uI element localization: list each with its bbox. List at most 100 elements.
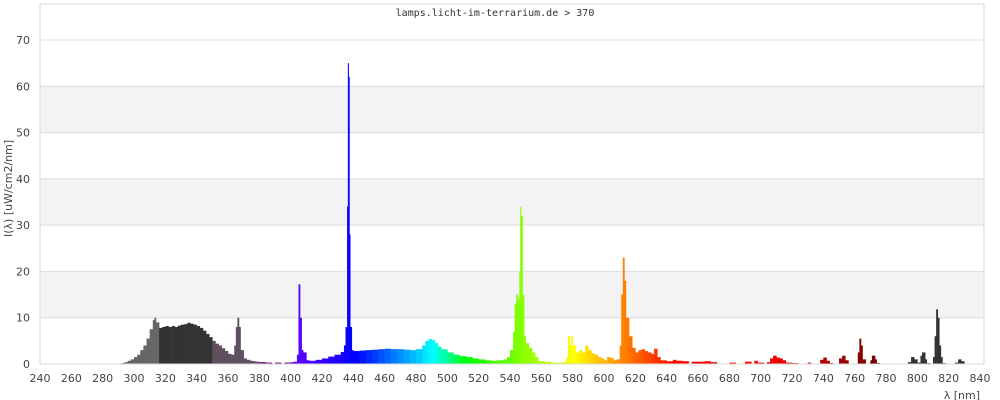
- spectrum-bar: [416, 349, 423, 364]
- spectrum-bar: [315, 359, 323, 364]
- spectrum-bar: [766, 362, 771, 364]
- spectrum-bar: [174, 326, 179, 364]
- spectrum-bar: [940, 357, 943, 364]
- spectrum-bar: [224, 351, 229, 364]
- spectrum-bar: [353, 351, 360, 364]
- spectrum-bar: [190, 323, 194, 364]
- spectrum-bar: [691, 361, 699, 364]
- spectrum-bar: [243, 358, 248, 364]
- spectrum-bar: [240, 350, 244, 364]
- spectrum-bar: [635, 352, 639, 364]
- spectrum-bar: [162, 326, 166, 364]
- spectrum-bar: [660, 360, 667, 364]
- spectrum-bar: [154, 317, 157, 364]
- spectrum-bar: [124, 362, 129, 364]
- x-tick-label: 240: [30, 372, 51, 385]
- spectrum-bar: [538, 361, 545, 364]
- spectrum-bar: [754, 360, 758, 364]
- spectrum-bar: [215, 343, 219, 364]
- spectrum-bar: [497, 360, 505, 364]
- spectrum-bar: [871, 355, 876, 364]
- x-tick-label: 780: [876, 372, 897, 385]
- spectrum-bar: [235, 326, 238, 364]
- spectrum-bar: [514, 303, 517, 364]
- spectrum-bar: [582, 352, 586, 364]
- spectrum-bar: [293, 361, 298, 364]
- spectrum-bar: [522, 294, 525, 364]
- spectrum-bar: [958, 359, 962, 364]
- spectrum-bar: [290, 362, 295, 364]
- spectrum-bar: [347, 63, 349, 365]
- x-tick-label: 760: [844, 372, 865, 385]
- spectrum-bar: [567, 336, 570, 364]
- spectrum-bar: [328, 356, 335, 364]
- x-tick-label: 740: [813, 372, 834, 385]
- spectrum-bar: [524, 336, 526, 364]
- spectrum-bar: [704, 361, 711, 364]
- spectrum-bar: [478, 359, 486, 364]
- spectrum-bar: [914, 359, 918, 364]
- x-tick-label: 820: [938, 372, 959, 385]
- x-ticks: 240 260 280 300 320 340 360 380 400 420 440 460 480 5…: [30, 372, 991, 385]
- spectrum-bar: [729, 362, 736, 364]
- spectrum-bar: [212, 340, 216, 364]
- spectrum-bar: [403, 349, 411, 364]
- spectrum-bar: [569, 345, 572, 364]
- spectrum-bar: [196, 326, 201, 364]
- spectrum-bar: [453, 354, 461, 364]
- spectrum-bar: [168, 326, 172, 364]
- shaded-band: [40, 271, 984, 318]
- x-tick-label: 560: [531, 372, 552, 385]
- spectrum-bar: [933, 357, 935, 364]
- spectrum-bar: [826, 360, 830, 364]
- spectrum-bar: [961, 361, 965, 364]
- spectrum-bar: [823, 357, 827, 364]
- spectrum-bar: [309, 360, 317, 364]
- spectrum-bar: [350, 326, 353, 364]
- x-tick-label: 380: [249, 372, 270, 385]
- spectrum-bar: [531, 352, 536, 364]
- spectrum-bar: [922, 352, 926, 364]
- spectrum-bar: [459, 356, 467, 364]
- spectrum-bar: [340, 351, 345, 364]
- spectrum-bar: [221, 348, 226, 364]
- x-tick-label: 540: [500, 372, 521, 385]
- spectrum-bar: [516, 294, 519, 364]
- spectrum-bar: [441, 349, 448, 364]
- spectrum-bar: [934, 336, 937, 364]
- spectrum-bar: [936, 309, 938, 364]
- spectrum-bar: [520, 215, 523, 364]
- spectrum-bar: [644, 351, 649, 364]
- x-tick-label: 420: [312, 372, 333, 385]
- spectrum-bar: [641, 349, 646, 364]
- spectrum-bar: [613, 360, 617, 364]
- y-tick-label: 20: [16, 265, 30, 278]
- spectrum-bar: [296, 354, 299, 364]
- spectrum-bar: [284, 362, 291, 364]
- spectrum-bar: [491, 360, 498, 364]
- spectrum-bar: [177, 325, 182, 364]
- spectrum-bar: [378, 349, 385, 364]
- x-tick-label: 640: [656, 372, 677, 385]
- x-tick-label: 500: [437, 372, 458, 385]
- spectrum-bar: [506, 357, 511, 364]
- spectrum-bar: [682, 361, 689, 364]
- x-tick-label: 300: [124, 372, 145, 385]
- spectrum-bar: [807, 362, 812, 364]
- y-tick-label: 30: [16, 219, 30, 232]
- spectrum-bar: [651, 353, 655, 364]
- spectrum-area: [118, 63, 965, 365]
- spectrum-bar: [155, 322, 160, 364]
- spectrum-bar: [619, 345, 622, 364]
- spectrum-bar: [575, 352, 580, 364]
- spectrum-bar: [238, 326, 241, 364]
- spectrum-bar: [666, 361, 671, 364]
- spectrum-bar: [434, 343, 439, 364]
- spectrum-bar: [249, 360, 254, 364]
- spectrum-bar: [773, 355, 777, 364]
- spectrum-bar: [228, 353, 232, 364]
- spectrum-bar: [857, 352, 860, 364]
- spectrum-bar: [698, 361, 705, 364]
- x-tick-label: 840: [970, 372, 991, 385]
